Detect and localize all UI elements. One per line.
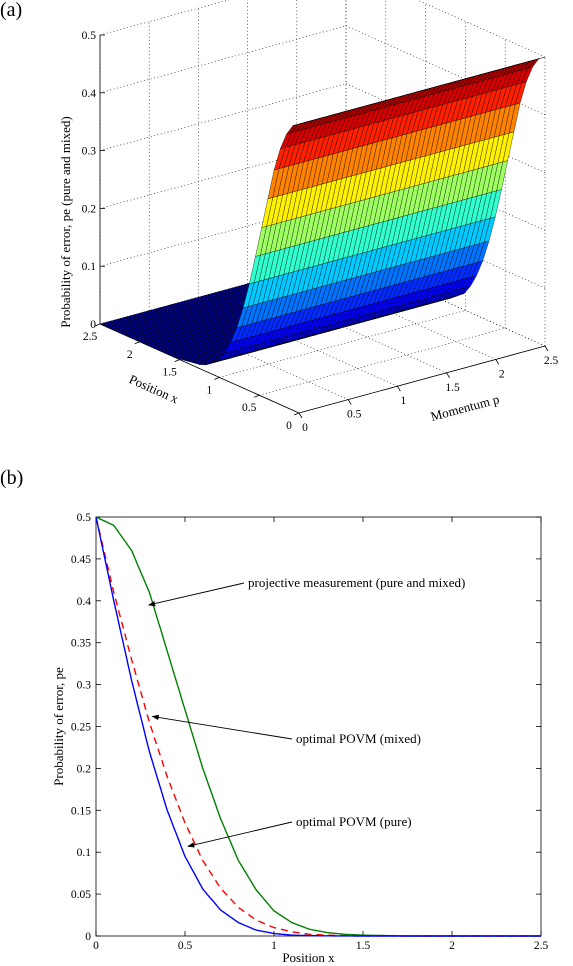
line-plot-panel: (b) 0 0.5 1 1.5 2 2.5 0 0.05 0.1 0.15 0.2 0.25 0.3 0.…	[0, 467, 548, 965]
x-tick-label: 2	[449, 940, 455, 952]
annotation-label: optimal POVM (mixed)	[296, 731, 421, 746]
x-tick-label: 2.5	[534, 940, 549, 952]
line-plot-ticks: 0 0.5 1 1.5 2 2.5 0 0.05 0.1 0.15 0.2 0.25 0.3 0.35 0.…	[71, 512, 549, 952]
z-tick-label: 0.2	[82, 203, 97, 215]
panel-label-a: (a)	[0, 0, 22, 21]
y-tick-label: 0.15	[71, 805, 91, 817]
y-tick-label: 0	[85, 931, 91, 943]
x-tick-label: 0.5	[178, 940, 193, 952]
surface-patch	[292, 122, 304, 126]
momentum-axis-label: Momentum p	[429, 391, 501, 424]
y-tick-label: 0.5	[77, 512, 92, 524]
z-tick-label: 0.5	[82, 30, 97, 42]
series-line-3	[95, 516, 541, 937]
z-tick-label: 0.3	[82, 146, 97, 158]
momentum-tick-label: 1.5	[445, 382, 460, 394]
y-tick-label: 0.35	[71, 638, 91, 650]
y-tick-label: 0.1	[77, 847, 92, 859]
y-tick-label: 0.45	[71, 554, 91, 566]
annotation-arrow	[151, 714, 293, 740]
line-plot-series	[95, 516, 541, 937]
y-tick-label: 0.4	[77, 596, 92, 608]
position-tick-label: 0.5	[242, 402, 257, 414]
momentum-tick-label: 0	[302, 422, 308, 434]
z-tick-label: 0	[90, 319, 96, 331]
position-tick-label: 2	[127, 349, 133, 361]
momentum-tick-label: 1	[401, 395, 407, 407]
x-tick-label: 1.5	[356, 940, 371, 952]
surface-plot-panel: (a) 00.511.522.500.511.522.500.10.20.30.…	[0, 0, 558, 434]
z-tick-label: 0.1	[82, 261, 97, 273]
y-tick-label: 0.2	[77, 763, 92, 775]
position-tick-label: 1	[207, 384, 213, 396]
position-tick-label: 2.5	[83, 331, 98, 343]
plot-area-frame	[95, 516, 542, 937]
surface-plot-axes: 00.511.522.500.511.522.500.10.20.30.40.5	[82, 30, 559, 434]
z-axis-label: Probability of error, pe (pure and mixed…	[58, 116, 73, 327]
y-tick-label: 0.3	[77, 680, 92, 692]
line-plot-annotations: projective measurement (pure and mixed) o…	[147, 575, 465, 848]
y-tick-label: 0.05	[71, 889, 91, 901]
z-tick-label: 0.4	[82, 88, 97, 100]
y-tick-label: 0.25	[71, 722, 91, 734]
momentum-tick-label: 2	[499, 368, 505, 380]
position-tick-label: 1.5	[162, 367, 177, 379]
panel-label-b: (b)	[0, 467, 23, 489]
annotation-label: optimal POVM (pure)	[296, 814, 412, 829]
x-tick-label: 1	[271, 940, 277, 952]
x-tick-label: 0	[93, 940, 99, 952]
annotation-arrow	[147, 582, 245, 607]
x-axis-label: Position x	[282, 950, 335, 965]
position-tick-label: 0	[286, 420, 292, 432]
surface-mesh	[99, 56, 546, 366]
momentum-tick-label: 2.5	[544, 355, 559, 367]
momentum-tick-label: 0.5	[347, 409, 362, 421]
annotation-label: projective measurement (pure and mixed)	[248, 575, 465, 590]
annotation-arrow	[187, 821, 293, 848]
y-axis-label: Probability of error, pe	[51, 667, 66, 786]
